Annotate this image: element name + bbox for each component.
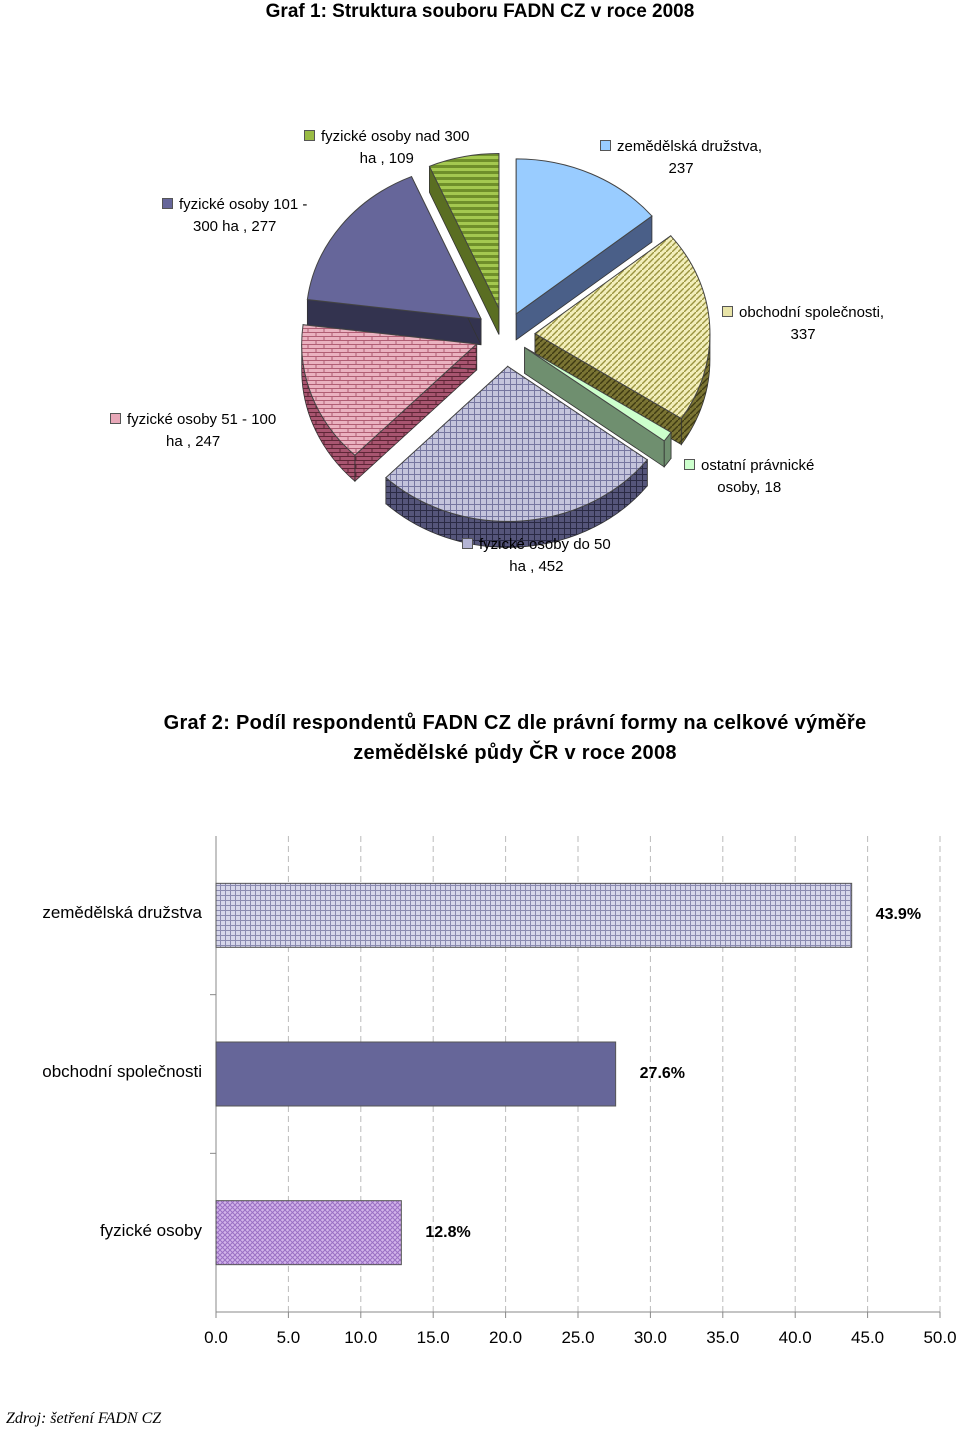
- pie-slice-fyzicke-do-50: [385, 365, 649, 522]
- pie-label-fyzicke-do-50: fyzické osoby do 50 ha , 452: [462, 534, 611, 578]
- x-tick-label: 50.0: [923, 1328, 957, 1347]
- x-tick-label: 40.0: [778, 1328, 812, 1347]
- legend-swatch-icon: [462, 538, 473, 549]
- value-label-zemedelska-druzstva: 43.9%: [875, 906, 922, 924]
- legend-swatch-icon: [600, 140, 611, 151]
- x-tick-label: 30.0: [633, 1328, 667, 1347]
- pie-label-obchodni-spolecnosti: obchodní společnosti, 337: [722, 302, 884, 346]
- pie-slice-obchodni-spolecnosti: [534, 235, 711, 420]
- value-label-fyzicke-osoby: 12.8%: [425, 1223, 471, 1241]
- legend-swatch-icon: [722, 306, 733, 317]
- pie-slice-fyzicke-51-100: [301, 324, 478, 456]
- pie-slice-fyzicke-101-300: [306, 175, 482, 320]
- bar-fyzicke-osoby: [215, 1200, 402, 1266]
- pie-chart-title: Graf 1: Struktura souboru FADN CZ v roce…: [265, 1, 695, 22]
- legend-swatch-icon: [110, 413, 121, 424]
- pie-chart: [301, 153, 711, 548]
- pie-label-fyzicke-nad-300: fyzické osoby nad 300 ha , 109: [304, 126, 469, 170]
- category-label-zemedelska-druzstva: zemědělská družstva: [42, 903, 202, 923]
- pie-label-ostatni-pravnicke-osoby: ostatní právnické osoby, 18: [684, 455, 814, 499]
- pie-label-zemedelska-druzstva: zemědělská družstva, 237: [600, 136, 762, 180]
- legend-swatch-icon: [684, 459, 695, 470]
- bar-chart-title: Graf 2: Podíl respondentů FADN CZ dle pr…: [163, 712, 867, 764]
- x-tick-label: 5.0: [276, 1328, 301, 1347]
- source-note: Zdroj: šetření FADN CZ: [6, 1410, 162, 1427]
- x-tick-label: 15.0: [416, 1328, 450, 1347]
- pie-label-fyzicke-51-100: fyzické osoby 51 - 100 ha , 247: [110, 409, 276, 453]
- x-tick-label: 35.0: [706, 1328, 740, 1347]
- x-tick-label: 45.0: [851, 1328, 885, 1347]
- x-tick-label: 25.0: [561, 1328, 595, 1347]
- legend-swatch-icon: [304, 130, 315, 141]
- category-label-obchodni-spolecnosti: obchodní společnosti: [42, 1062, 202, 1081]
- x-tick-label: 10.0: [344, 1328, 378, 1347]
- legend-swatch-icon: [162, 198, 173, 209]
- pie-slice-zemedelska-druzstva: [515, 158, 653, 315]
- value-label-obchodni-spolecnosti: 27.6%: [639, 1065, 686, 1082]
- x-tick-label: 20.0: [489, 1328, 523, 1347]
- bar-obchodni-spolecnosti: [215, 1041, 617, 1107]
- pie-slice-ostatni-pravnicke-osoby: [524, 347, 672, 442]
- x-tick-label: 0.0: [204, 1328, 228, 1347]
- pie-slice-fyzicke-nad-300: [428, 153, 500, 309]
- bar-zemedelska-druzstva: [215, 882, 853, 948]
- category-label-fyzicke-osoby: fyzické osoby: [99, 1220, 202, 1240]
- pie-label-fyzicke-101-300: fyzické osoby 101 - 300 ha , 277: [162, 194, 307, 238]
